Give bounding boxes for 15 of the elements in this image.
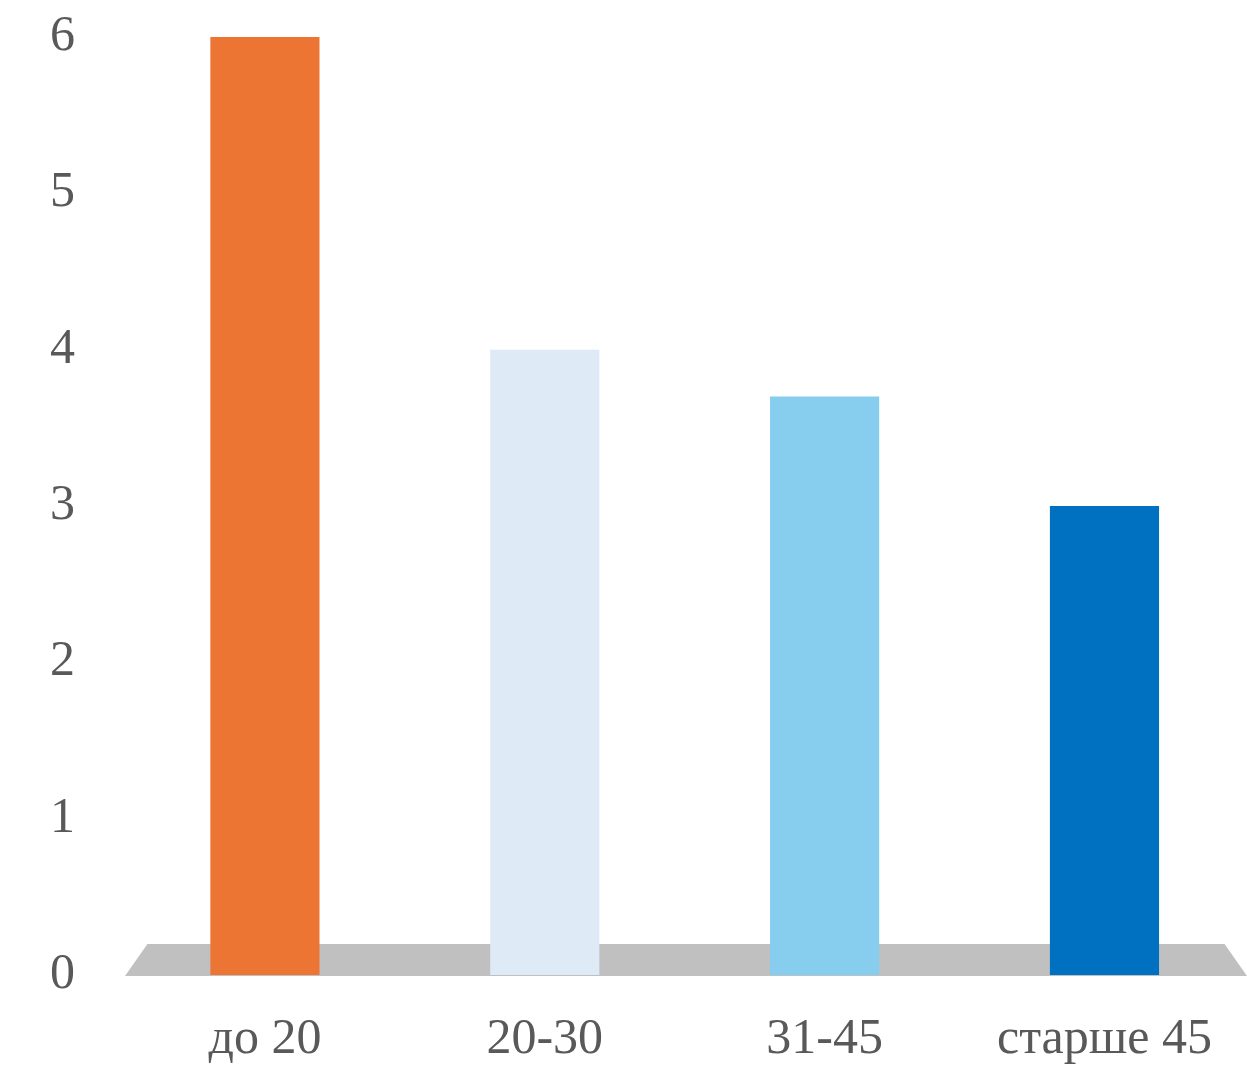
x-tick-label: 31-45 bbox=[766, 1008, 883, 1065]
y-tick-label: 6 bbox=[50, 5, 75, 62]
y-tick-label: 1 bbox=[50, 786, 75, 843]
y-tick-label: 3 bbox=[50, 474, 75, 531]
y-tick-label: 0 bbox=[50, 943, 75, 1000]
y-tick-label: 4 bbox=[50, 317, 75, 374]
bar bbox=[210, 37, 320, 975]
y-tick-label: 2 bbox=[50, 630, 75, 687]
x-tick-label: старше 45 bbox=[996, 1008, 1212, 1065]
bar bbox=[490, 349, 600, 975]
bar bbox=[770, 396, 880, 975]
x-tick-label: до 20 bbox=[208, 1008, 322, 1065]
bar bbox=[1049, 506, 1160, 975]
x-tick-label: 20-30 bbox=[486, 1008, 604, 1065]
y-tick-label: 5 bbox=[50, 161, 75, 218]
